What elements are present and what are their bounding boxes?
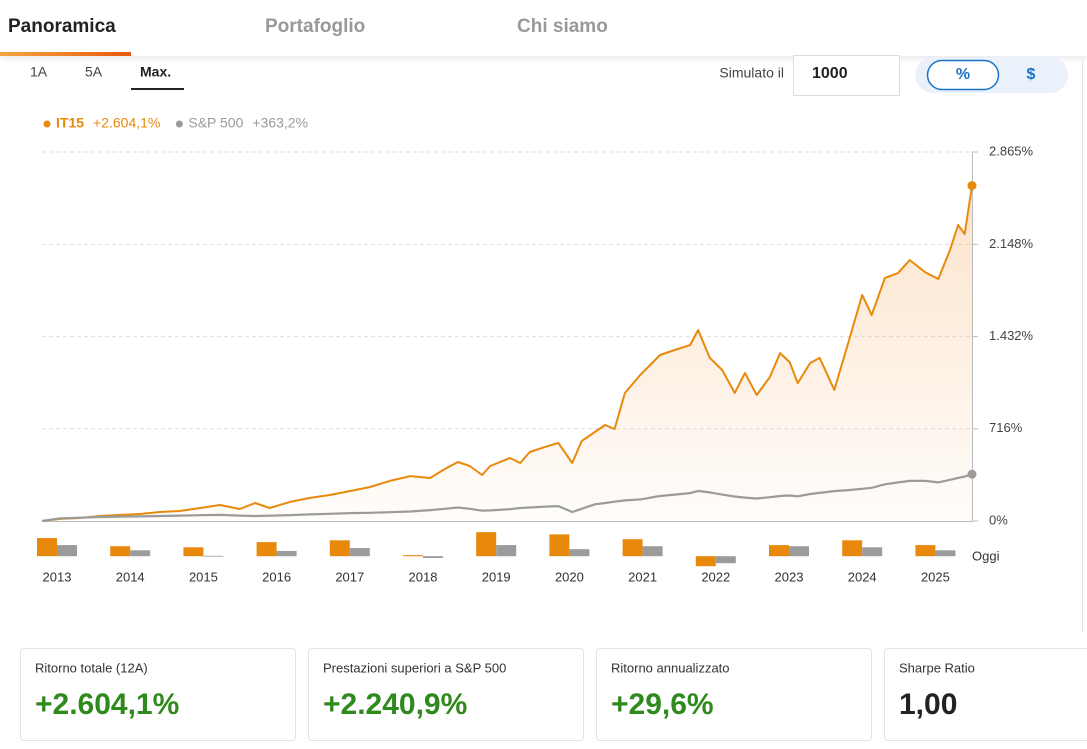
bar: [350, 548, 370, 556]
bar: [696, 556, 716, 566]
x-tick-label: 2013: [43, 569, 72, 584]
x-tick-label: 2022: [701, 569, 730, 584]
bar: [862, 547, 882, 556]
tab-indicator: [0, 52, 131, 56]
area-fill: [42, 186, 972, 521]
stat-label: Ritorno totale (12A): [35, 660, 148, 675]
x-tick-label: 2017: [335, 569, 364, 584]
y-tick-label: 2.148%: [989, 236, 1034, 251]
bar: [403, 555, 423, 556]
x-tick-label: 2016: [262, 569, 291, 584]
bar: [569, 549, 589, 556]
tab[interactable]: Panoramica: [8, 16, 116, 37]
simulate-label: Simulato il: [719, 65, 784, 81]
legend: IT15 +2.604,1% S&P 500 +363,2%: [44, 115, 309, 131]
chart: 0% 716% 1.432% 2.148% 2.865% 2013 2014 2015 2016…: [37, 143, 1034, 584]
bar: [549, 534, 569, 556]
x-tick-label: 2023: [775, 569, 804, 584]
range-indicator: [131, 88, 184, 90]
y-tick-label: 2.865%: [989, 143, 1034, 158]
x-tick-label: 2024: [848, 569, 877, 584]
x-tick-label: 2014: [116, 569, 145, 584]
bar: [130, 550, 150, 556]
bar: [203, 556, 223, 557]
bar: [57, 545, 77, 556]
stat-value: +2.604,1%: [35, 688, 179, 721]
toggle-label: %: [956, 66, 970, 83]
y-tick-label: 0%: [989, 512, 1008, 527]
bar: [423, 556, 443, 558]
tab[interactable]: Chi siamo: [517, 16, 608, 37]
x-tick-label: 2020: [555, 569, 584, 584]
stat-value: +2.240,9%: [323, 688, 467, 721]
end-label: Oggi: [972, 548, 1000, 563]
legend-total: +2.604,1%: [93, 115, 160, 131]
legend-marker: [44, 121, 51, 128]
end-marker: [968, 470, 977, 479]
legend-total: +363,2%: [252, 115, 308, 131]
range-button[interactable]: 1A: [30, 64, 48, 80]
bar: [716, 556, 736, 563]
bar: [257, 542, 277, 556]
y-tick-label: 1.432%: [989, 328, 1034, 343]
bar: [769, 545, 789, 556]
legend-marker: [176, 121, 183, 128]
toggle-label[interactable]: $: [1027, 66, 1036, 83]
x-tick-label: 2019: [482, 569, 511, 584]
bar: [643, 546, 663, 556]
bar: [110, 546, 130, 556]
range-button[interactable]: Max.: [140, 64, 171, 80]
bar: [330, 540, 350, 556]
legend-label: IT15: [56, 115, 84, 131]
bar: [183, 547, 203, 556]
end-marker: [968, 181, 977, 190]
x-tick-label: 2015: [189, 569, 218, 584]
legend-label: S&P 500: [188, 115, 243, 131]
stat-value: +29,6%: [611, 688, 714, 721]
stat-label: Sharpe Ratio: [899, 660, 975, 675]
bar: [789, 546, 809, 556]
bar: [623, 539, 643, 556]
stat-value: 1,00: [899, 688, 957, 721]
bar: [496, 545, 516, 556]
bar: [476, 532, 496, 556]
bar: [842, 540, 862, 556]
stat-label: Prestazioni superiori a S&P 500: [323, 660, 506, 675]
x-tick-label: 2021: [628, 569, 657, 584]
bar: [277, 551, 297, 556]
stats: Ritorno totale (12A) +2.604,1% Prestazioni…: [21, 649, 1087, 741]
stat-label: Ritorno annualizzato: [611, 660, 730, 675]
bar: [37, 538, 57, 556]
tab[interactable]: Portafoglio: [265, 16, 365, 37]
amount-value: 1000: [812, 65, 848, 82]
bar: [915, 545, 935, 556]
bar: [935, 550, 955, 556]
x-tick-label: 2025: [921, 569, 950, 584]
x-tick-label: 2018: [409, 569, 438, 584]
y-tick-label: 716%: [989, 420, 1023, 435]
range-button[interactable]: 5A: [85, 64, 103, 80]
